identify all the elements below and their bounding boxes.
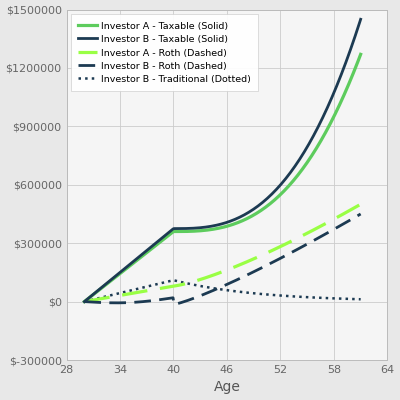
Investor A - Taxable (Solid) bbox=[246, 216, 250, 220]
Investor B - Roth (Dashed) bbox=[246, 272, 251, 276]
Investor B - Traditional (Dotted) bbox=[83, 299, 88, 304]
Investor A - Roth (Dashed) bbox=[82, 299, 87, 304]
Investor A - Roth (Dashed) bbox=[251, 256, 256, 261]
Investor A - Roth (Dashed) bbox=[358, 202, 363, 207]
Investor A - Roth (Dashed) bbox=[246, 259, 250, 264]
X-axis label: Age: Age bbox=[214, 380, 240, 394]
Investor B - Taxable (Solid) bbox=[246, 210, 251, 215]
Investor A - Roth (Dashed) bbox=[83, 299, 88, 304]
Investor B - Taxable (Solid) bbox=[83, 298, 88, 303]
Investor A - Taxable (Solid) bbox=[82, 299, 87, 304]
Investor B - Taxable (Solid) bbox=[246, 210, 250, 215]
Investor A - Roth (Dashed) bbox=[246, 258, 251, 263]
Investor B - Taxable (Solid) bbox=[251, 207, 256, 212]
Line: Investor B - Taxable (Solid): Investor B - Taxable (Solid) bbox=[84, 19, 361, 302]
Investor B - Roth (Dashed) bbox=[333, 226, 338, 231]
Investor B - Traditional (Dotted) bbox=[358, 297, 363, 302]
Investor A - Roth (Dashed) bbox=[332, 216, 337, 221]
Investor A - Taxable (Solid) bbox=[83, 298, 88, 303]
Line: Investor A - Roth (Dashed): Investor A - Roth (Dashed) bbox=[84, 204, 361, 302]
Investor B - Roth (Dashed) bbox=[316, 236, 320, 240]
Investor A - Taxable (Solid) bbox=[332, 112, 337, 117]
Investor B - Traditional (Dotted) bbox=[246, 290, 251, 295]
Investor B - Roth (Dashed) bbox=[247, 271, 252, 276]
Investor B - Roth (Dashed) bbox=[83, 299, 88, 304]
Investor B - Roth (Dashed) bbox=[252, 269, 257, 274]
Investor B - Taxable (Solid) bbox=[332, 88, 337, 93]
Investor B - Traditional (Dotted) bbox=[247, 290, 252, 295]
Line: Investor B - Roth (Dashed): Investor B - Roth (Dashed) bbox=[84, 214, 361, 304]
Investor B - Roth (Dashed) bbox=[358, 212, 363, 216]
Investor A - Taxable (Solid) bbox=[251, 213, 256, 218]
Investor B - Traditional (Dotted) bbox=[316, 295, 320, 300]
Legend: Investor A - Taxable (Solid), Investor B - Taxable (Solid), Investor A - Roth (D: Investor A - Taxable (Solid), Investor B… bbox=[71, 14, 258, 91]
Investor A - Taxable (Solid) bbox=[315, 144, 320, 149]
Investor B - Traditional (Dotted) bbox=[171, 278, 176, 283]
Investor B - Taxable (Solid) bbox=[82, 299, 87, 304]
Investor A - Roth (Dashed) bbox=[315, 226, 320, 230]
Investor A - Taxable (Solid) bbox=[358, 52, 363, 57]
Investor B - Traditional (Dotted) bbox=[252, 291, 257, 296]
Line: Investor B - Traditional (Dotted): Investor B - Traditional (Dotted) bbox=[84, 280, 361, 302]
Investor B - Roth (Dashed) bbox=[82, 299, 87, 304]
Investor A - Taxable (Solid) bbox=[246, 215, 251, 220]
Line: Investor A - Taxable (Solid): Investor A - Taxable (Solid) bbox=[84, 54, 361, 302]
Investor B - Taxable (Solid) bbox=[358, 17, 363, 22]
Investor B - Traditional (Dotted) bbox=[82, 299, 87, 304]
Investor B - Traditional (Dotted) bbox=[333, 296, 338, 301]
Investor B - Roth (Dashed) bbox=[172, 302, 176, 307]
Investor B - Taxable (Solid) bbox=[315, 126, 320, 131]
